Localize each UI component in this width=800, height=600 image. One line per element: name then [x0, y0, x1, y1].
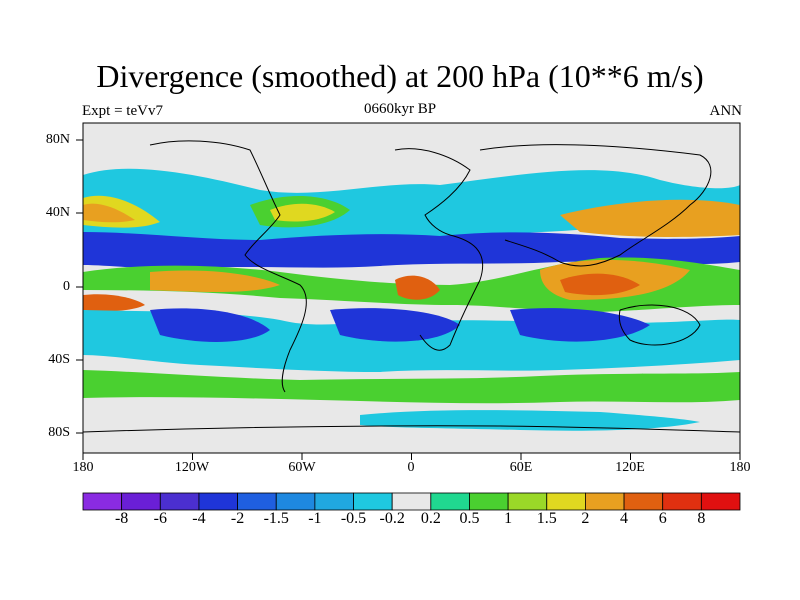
x-tick-60w: 60W — [288, 460, 316, 475]
colorbar-label: 1.5 — [536, 510, 557, 527]
colorbar-swatch — [623, 492, 664, 511]
x-tick-180e: 180 — [729, 460, 751, 475]
y-tick-40s: 40S — [48, 352, 70, 367]
y-tick-40n: 40N — [45, 205, 70, 220]
field-pos-epac — [150, 270, 280, 293]
colorbar-label: 6 — [658, 510, 667, 527]
colorbar-swatch — [82, 492, 123, 511]
coastline-asia — [479, 144, 712, 267]
colorbar-swatch — [275, 492, 316, 511]
colorbar-swatch — [469, 492, 509, 511]
y-tick-0: 0 — [63, 279, 70, 294]
field-pos-natl-core — [270, 203, 335, 222]
field-pos-wpac — [83, 294, 145, 312]
colorbar-label: 4 — [620, 510, 629, 527]
y-tick-80s: 80S — [48, 425, 70, 440]
field-neg-satl — [330, 308, 460, 342]
colorbar-label: -1 — [308, 510, 322, 527]
field-neg-spac — [150, 308, 270, 342]
colorbar-swatch — [353, 492, 393, 511]
x-tick-0: 0 — [407, 460, 415, 475]
colorbar-label: -2 — [230, 510, 245, 527]
coastline-africa-europe — [394, 148, 484, 351]
field-neg-core-north — [83, 232, 740, 269]
field-pos-nw-core — [83, 203, 135, 223]
x-tick-180w: 180 — [72, 460, 94, 475]
field-neg-sind — [510, 308, 650, 342]
season-label: ANN — [709, 103, 743, 119]
colorbar-swatch — [585, 492, 625, 511]
x-tick-120w: 120W — [174, 460, 210, 475]
colorbar-label: -6 — [153, 510, 167, 527]
colorbar-label: 0.2 — [420, 510, 441, 527]
colorbar — [82, 492, 741, 511]
colorbar-label: 0.5 — [459, 510, 480, 527]
colorbar-label: -4 — [192, 510, 206, 527]
coastline-antarctica — [83, 425, 740, 433]
colorbar-swatch — [159, 492, 200, 511]
colorbar-swatch — [314, 492, 354, 511]
colorbar-swatch — [430, 492, 470, 511]
field-pos-npac — [560, 199, 740, 237]
map-field — [83, 123, 740, 453]
colorbar-swatch — [391, 492, 432, 511]
field-pos-maritime-core — [560, 273, 640, 296]
x-tick-60e: 60E — [509, 460, 533, 475]
colorbar-swatch — [198, 492, 238, 511]
experiment-label: Expt = teVv7 — [82, 103, 163, 119]
field-pos-south — [83, 370, 740, 404]
colorbar-label: 2 — [581, 510, 590, 527]
field-pos-africa — [395, 275, 440, 300]
colorbar-swatch — [507, 492, 548, 511]
colorbar-label: -8 — [114, 510, 129, 527]
y-tick-80n: 80N — [45, 132, 70, 147]
coastline-americas — [149, 140, 307, 393]
colorbar-swatch — [237, 492, 277, 511]
colorbar-swatch — [700, 492, 741, 511]
field-neg-band-north — [83, 168, 740, 252]
colorbar-label: -0.2 — [379, 510, 405, 527]
colorbar-swatch — [121, 492, 161, 511]
x-tick-120e: 120E — [615, 460, 645, 475]
colorbar-label: 8 — [697, 510, 706, 527]
colorbar-label: -1.5 — [263, 510, 289, 527]
axis-ticks — [76, 139, 741, 460]
coastline-australia — [618, 304, 701, 346]
colorbar-swatch — [546, 492, 586, 511]
colorbar-label: 1 — [504, 510, 513, 527]
plot-title: Divergence (smoothed) at 200 hPa (10**6 … — [96, 58, 704, 94]
period-label: 0660kyr BP — [363, 101, 437, 117]
colorbar-swatch — [662, 492, 702, 511]
colorbar-label: -0.5 — [340, 510, 367, 527]
